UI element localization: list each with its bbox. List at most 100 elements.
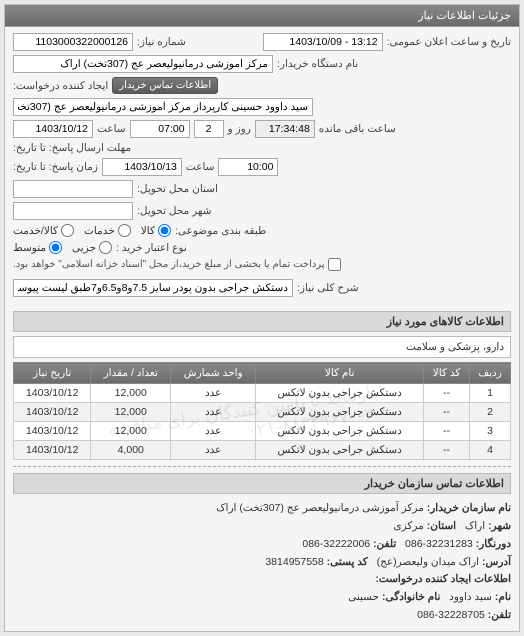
deadline-time-field[interactable]: [130, 120, 190, 138]
credit-label: نوع اعتبار خرید :: [116, 242, 187, 254]
city-c-value: اراک: [465, 520, 485, 532]
province-c-value: مرکزی: [393, 520, 423, 532]
city-label: شهر محل تحویل:: [137, 205, 212, 217]
deadline-date-field[interactable]: [13, 120, 93, 138]
table-row[interactable]: 4--دستکش جراحی بدون لاتکسعدد4,0001403/10…: [14, 441, 511, 460]
table-cell: --: [424, 441, 470, 460]
table-cell: 4: [470, 441, 511, 460]
row-requester: اطلاعات تماس خریدار ایجاد کننده درخواست:: [13, 77, 511, 116]
treasury-check[interactable]: پرداخت تمام یا بخشی از مبلغ خرید،از محل …: [13, 258, 341, 271]
row-credit: نوع اعتبار خرید : جزیی متوسط پرداخت تمام…: [13, 241, 511, 271]
response-label: زمان پاسخ: تا تاریخ:: [13, 161, 98, 173]
contact-section-title: اطلاعات تماس سازمان خریدار: [13, 473, 511, 494]
treasury-note: پرداخت تمام یا بخشی از مبلغ خرید،از محل …: [13, 259, 325, 270]
table-cell: عدد: [171, 384, 256, 403]
goods-section-title: اطلاعات کالاهای مورد نیاز: [13, 311, 511, 332]
table-cell: --: [424, 403, 470, 422]
announce-label: تاریخ و ساعت اعلان عمومی:: [387, 36, 511, 48]
post-value: 3814957558: [265, 556, 323, 568]
response-date-field[interactable]: [102, 158, 182, 176]
contact-block: نام سازمان خریدار: مرکز آموزشی درمانیولی…: [13, 500, 511, 625]
table-header-cell: ردیف: [470, 363, 511, 384]
radio-khadmat-label: خدمات: [84, 225, 115, 237]
requester-field[interactable]: [13, 98, 313, 116]
radio-medium-label: متوسط: [13, 242, 46, 254]
table-cell: --: [424, 384, 470, 403]
province-label: استان محل تحویل:: [137, 183, 218, 195]
radio-partial-input[interactable]: [99, 241, 112, 254]
budget-label: طبقه بندی موضوعی:: [175, 225, 266, 237]
table-cell: دستکش جراحی بدون لاتکس: [256, 384, 424, 403]
response-time-label: ساعت: [186, 161, 215, 173]
radio-kala[interactable]: کالا: [141, 224, 171, 237]
tel-value: 32222006-086: [302, 538, 370, 550]
radio-medium-input[interactable]: [49, 241, 62, 254]
treasury-checkbox[interactable]: [328, 258, 341, 271]
separator: [13, 466, 511, 467]
phone-value: 32228705-086: [417, 609, 485, 621]
row-city: شهر محل تحویل:: [13, 202, 511, 220]
table-header-cell: نام کالا: [256, 363, 424, 384]
family-label: نام خانوادگی:: [382, 591, 440, 603]
radio-partial[interactable]: جزیی: [72, 241, 112, 254]
contact-buyer-button[interactable]: اطلاعات تماس خریدار: [112, 77, 218, 94]
response-time-field[interactable]: [218, 158, 278, 176]
table-row[interactable]: 1--دستکش جراحی بدون لاتکسعدد12,0001403/1…: [14, 384, 511, 403]
days-field: [194, 120, 224, 138]
table-cell: عدد: [171, 441, 256, 460]
deadline-label: مهلت ارسال پاسخ: تا تاریخ:: [13, 142, 131, 154]
row-desc: شرح کلی نیاز:: [13, 279, 511, 297]
table-cell: دستکش جراحی بدون لاتکس: [256, 403, 424, 422]
row-buyer: نام دستگاه خریدار:: [13, 55, 511, 73]
goods-category: دارو، پزشکی و سلامت: [13, 336, 511, 358]
tel-label: تلفن:: [373, 538, 396, 550]
row-budget: طبقه بندی موضوعی: کالا خدمات کالا/خدمت: [13, 224, 511, 237]
table-cell: 3: [470, 422, 511, 441]
table-header-cell: تاریخ نیاز: [14, 363, 91, 384]
post-label: کد پستی:: [327, 556, 368, 568]
row-deadline: ساعت باقی مانده روز و ساعت مهلت ارسال پا…: [13, 120, 511, 154]
table-cell: عدد: [171, 403, 256, 422]
province-field[interactable]: [13, 180, 133, 198]
buyer-field[interactable]: [13, 55, 273, 73]
radio-kala-khadmat-label: کالا/خدمت: [13, 225, 58, 237]
radio-khadmat[interactable]: خدمات: [84, 224, 131, 237]
number-label: شماره نیاز:: [137, 36, 186, 48]
fax-label: دورنگار:: [476, 538, 511, 550]
buyer-label: نام دستگاه خریدار:: [277, 58, 358, 70]
table-cell: 12,000: [91, 403, 171, 422]
desc-field[interactable]: [13, 279, 293, 297]
requester-label: ایجاد کننده درخواست:: [13, 80, 108, 92]
city-field[interactable]: [13, 202, 133, 220]
table-header-cell: واحد شمارش: [171, 363, 256, 384]
province-c-label: استان:: [427, 520, 456, 532]
table-header-cell: کد کالا: [424, 363, 470, 384]
table-cell: 1403/10/12: [14, 441, 91, 460]
goods-table: ردیفکد کالانام کالاواحد شمارشتعداد / مقد…: [13, 362, 511, 460]
desc-label: شرح کلی نیاز:: [297, 282, 359, 294]
radio-khadmat-input[interactable]: [118, 224, 131, 237]
org-label: نام سازمان خریدار:: [427, 502, 511, 514]
row-number: تاریخ و ساعت اعلان عمومی: شماره نیاز:: [13, 33, 511, 51]
table-cell: 4,000: [91, 441, 171, 460]
radio-medium[interactable]: متوسط: [13, 241, 62, 254]
radio-kala-khadmat-input[interactable]: [61, 224, 74, 237]
table-cell: دستکش جراحی بدون لاتکس: [256, 441, 424, 460]
subject-radio-group: کالا خدمات کالا/خدمت: [13, 224, 171, 237]
radio-kala-khadmat[interactable]: کالا/خدمت: [13, 224, 74, 237]
table-cell: 1403/10/12: [14, 403, 91, 422]
table-cell: 2: [470, 403, 511, 422]
table-cell: دستکش جراحی بدون لاتکس: [256, 422, 424, 441]
name-label: نام:: [495, 591, 511, 603]
announce-field[interactable]: [263, 33, 383, 51]
main-panel: جزئیات اطلاعات نیاز تاریخ و ساعت اعلان ع…: [4, 4, 520, 632]
radio-kala-input[interactable]: [158, 224, 171, 237]
table-cell: 1403/10/12: [14, 422, 91, 441]
fax-value: 32231283-086: [405, 538, 473, 550]
table-cell: عدد: [171, 422, 256, 441]
name-value: سید داوود: [449, 591, 492, 603]
table-row[interactable]: 2--دستکش جراحی بدون لاتکسعدد12,0001403/1…: [14, 403, 511, 422]
table-row[interactable]: 3--دستکش جراحی بدون لاتکسعدد12,0001403/1…: [14, 422, 511, 441]
table-header-row: ردیفکد کالانام کالاواحد شمارشتعداد / مقد…: [14, 363, 511, 384]
number-field[interactable]: [13, 33, 133, 51]
